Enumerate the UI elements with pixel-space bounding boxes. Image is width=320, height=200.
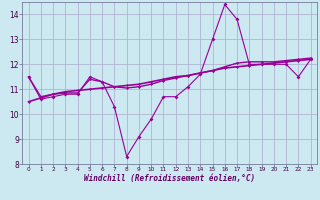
X-axis label: Windchill (Refroidissement éolien,°C): Windchill (Refroidissement éolien,°C)	[84, 174, 255, 183]
